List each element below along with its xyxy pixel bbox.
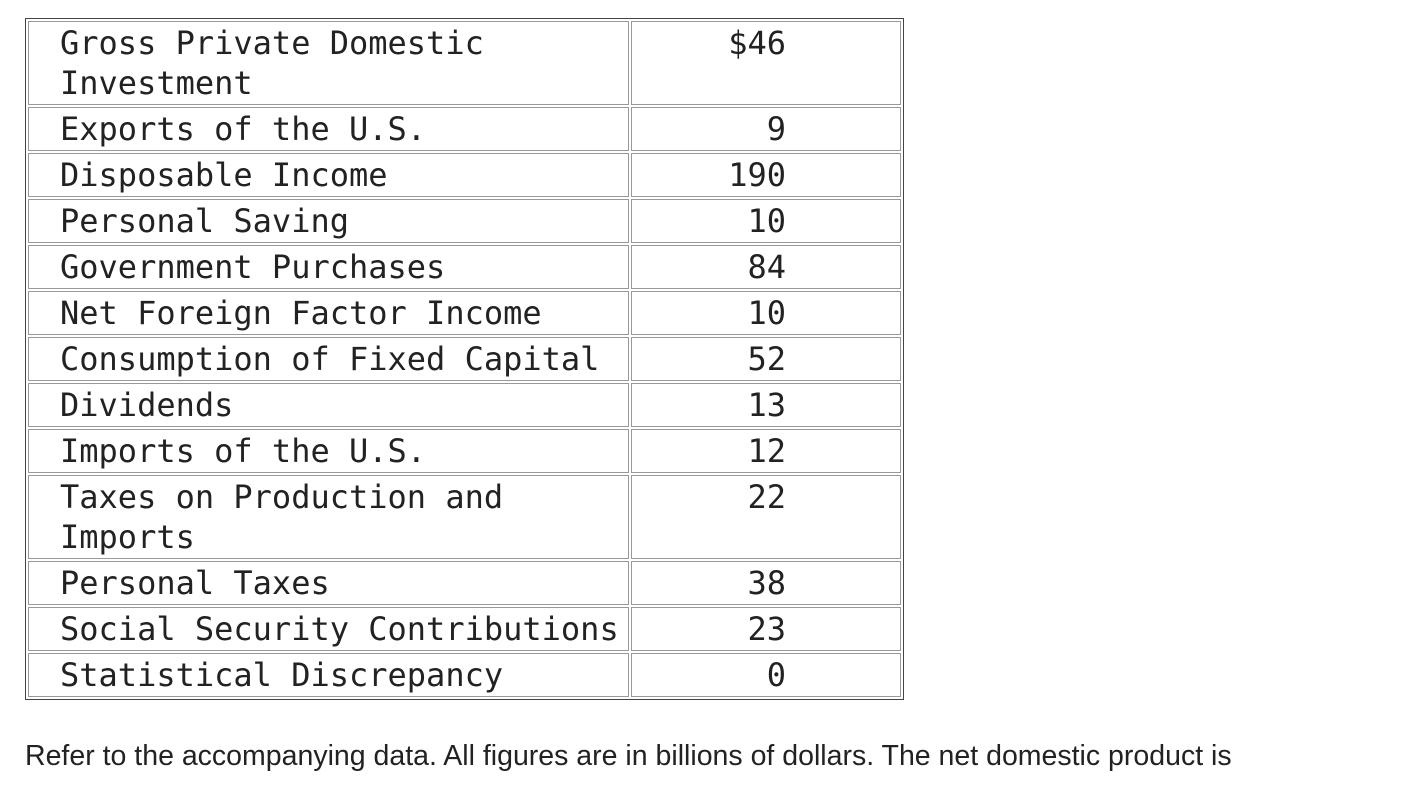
- item-value: 84: [631, 245, 901, 289]
- data-table: Gross Private Domestic Investment $46 Expo…: [25, 18, 904, 700]
- item-label: Disposable Income: [28, 153, 629, 197]
- table-row: Consumption of Fixed Capital 52: [28, 337, 901, 381]
- item-value: 52: [631, 337, 901, 381]
- item-value: 22: [631, 475, 901, 559]
- item-label: Social Security Contributions: [28, 607, 629, 651]
- item-value: 12: [631, 429, 901, 473]
- item-value: 13: [631, 383, 901, 427]
- table-row: Social Security Contributions 23: [28, 607, 901, 651]
- item-label: Taxes on Production and Imports: [28, 475, 629, 559]
- item-value: 38: [631, 561, 901, 605]
- table-row: Personal Saving 10: [28, 199, 901, 243]
- item-value: 190: [631, 153, 901, 197]
- table-row: Net Foreign Factor Income 10: [28, 291, 901, 335]
- item-label: Gross Private Domestic Investment: [28, 21, 629, 105]
- item-label: Personal Saving: [28, 199, 629, 243]
- item-value: 0: [631, 653, 901, 697]
- item-label: Imports of the U.S.: [28, 429, 629, 473]
- item-label: Government Purchases: [28, 245, 629, 289]
- item-label: Exports of the U.S.: [28, 107, 629, 151]
- table-body: Gross Private Domestic Investment $46 Expo…: [28, 21, 901, 697]
- item-label: Dividends: [28, 383, 629, 427]
- table-row: Dividends 13: [28, 383, 901, 427]
- item-label: Statistical Discrepancy: [28, 653, 629, 697]
- table-row: Taxes on Production and Imports 22: [28, 475, 901, 559]
- item-value: 10: [631, 199, 901, 243]
- item-value: $46: [631, 21, 901, 105]
- table-row: Statistical Discrepancy 0: [28, 653, 901, 697]
- table-row: Government Purchases 84: [28, 245, 901, 289]
- item-label: Personal Taxes: [28, 561, 629, 605]
- table-row: Personal Taxes 38: [28, 561, 901, 605]
- table-row: Disposable Income 190: [28, 153, 901, 197]
- table-row: Imports of the U.S. 12: [28, 429, 901, 473]
- question-text: Refer to the accompanying data. All figu…: [25, 740, 1232, 772]
- item-value: 10: [631, 291, 901, 335]
- table-row: Gross Private Domestic Investment $46: [28, 21, 901, 105]
- table-row: Exports of the U.S. 9: [28, 107, 901, 151]
- item-value: 9: [631, 107, 901, 151]
- item-label: Consumption of Fixed Capital: [28, 337, 629, 381]
- item-label: Net Foreign Factor Income: [28, 291, 629, 335]
- item-value: 23: [631, 607, 901, 651]
